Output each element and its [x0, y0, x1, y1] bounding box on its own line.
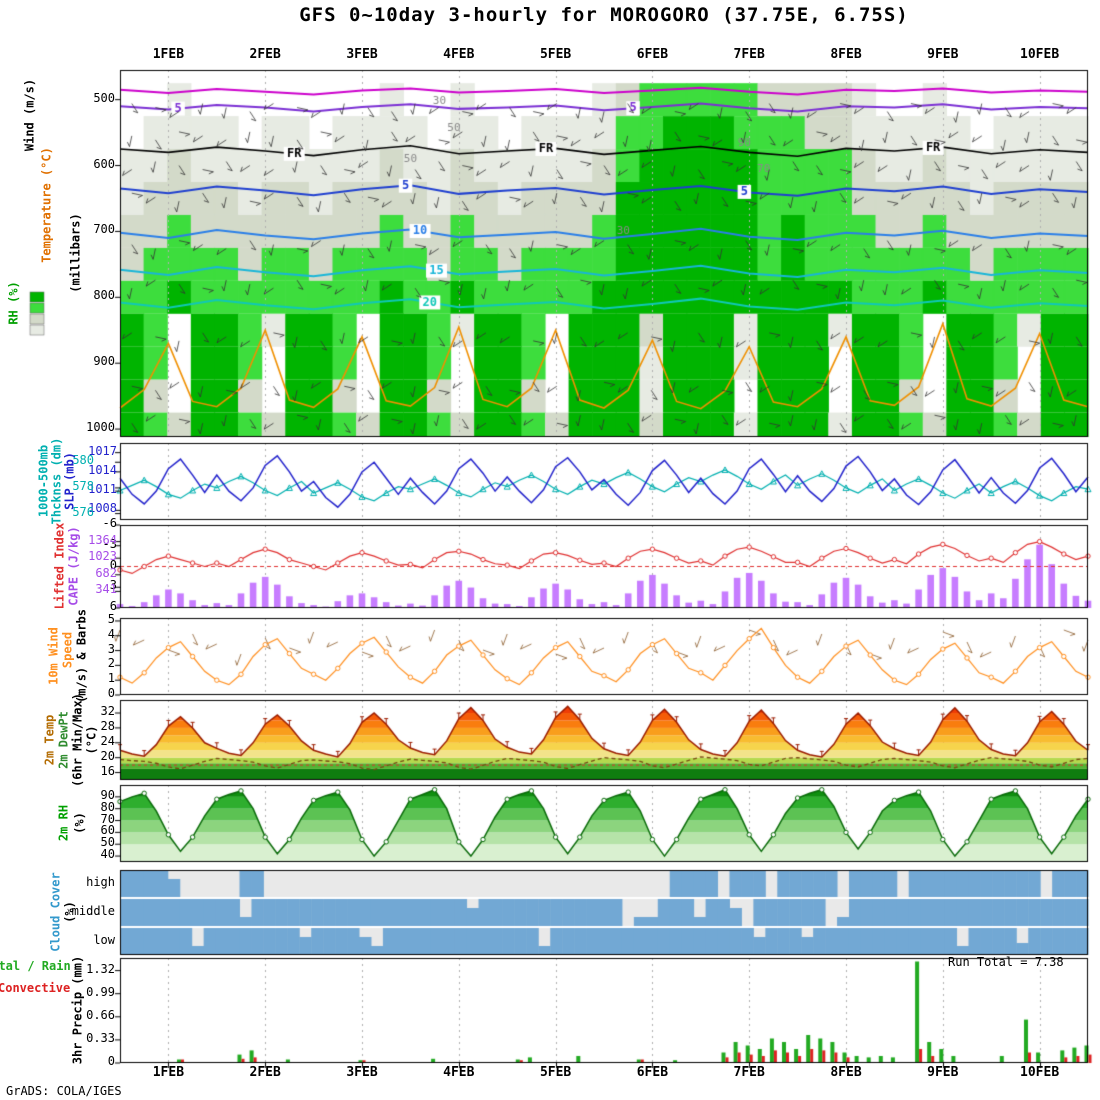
- panel-side-label: 3hr Precip (mm): [70, 955, 85, 1065]
- x-axis-day-label: 2FEB: [249, 47, 281, 62]
- cloud-row-label: low: [93, 932, 115, 947]
- lifted-index-tick-label: -6: [102, 516, 117, 530]
- run-total-label: Run Total = 7.38: [948, 955, 1064, 969]
- panel-side-label: Cloud Cover: [48, 872, 63, 952]
- x-axis-day-label: 7FEB: [733, 47, 765, 62]
- panel-side-label: Speed: [60, 631, 75, 669]
- panel-side-label: 2m DewPt: [56, 711, 71, 769]
- precip-tick-label: 0.33: [86, 1030, 115, 1045]
- lifted-index-tick-label: 3: [109, 578, 117, 593]
- pressure-tick-label: 500: [93, 90, 115, 105]
- panel-side-label: Wind (m/s): [22, 78, 37, 152]
- temp-tick-label: 24: [100, 733, 115, 748]
- wind-tick-label: 1: [107, 671, 115, 686]
- cape-tick-label: 1023: [88, 549, 117, 564]
- grads-credit: GrADS: COLA/IGES: [6, 1084, 122, 1098]
- x-axis-day-label: 7FEB: [733, 1065, 765, 1080]
- cape-tick-label: 341: [95, 582, 117, 597]
- lifted-index-tick-label: -3: [102, 536, 117, 551]
- x-axis-day-label: 1FEB: [152, 47, 185, 62]
- panel-side-label: (m/s) & Barbs: [74, 609, 89, 703]
- pressure-tick-label: 900: [93, 354, 115, 369]
- x-axis-day-label: 4FEB: [443, 1065, 475, 1080]
- precip-tick-label: 0.66: [86, 1007, 115, 1022]
- x-axis-day-label: 8FEB: [830, 1065, 862, 1080]
- panel-side-label: (millibars): [68, 213, 83, 293]
- x-axis-day-label: 10FEB: [1020, 1065, 1060, 1080]
- wind-tick-label: 5: [107, 611, 115, 626]
- panel-side-label: (°C): [84, 725, 99, 755]
- thickness-tick-label: 578: [72, 478, 94, 493]
- thickness-tick-label: 576: [72, 504, 94, 519]
- rh-tick-label: 40: [100, 847, 115, 862]
- panel-side-label: 2m RH: [56, 804, 71, 842]
- panel-side-label: (6hr Min/Max): [70, 693, 85, 787]
- precip-tick-label: 0.99: [86, 984, 115, 999]
- x-axis-day-label: 10FEB: [1020, 47, 1060, 62]
- x-axis-day-label: 4FEB: [443, 47, 475, 62]
- x-axis-day-label: 9FEB: [927, 1065, 959, 1080]
- pressure-tick-label: 600: [93, 156, 115, 171]
- wind-tick-label: 2: [107, 656, 115, 671]
- precip-tick-label: 1.32: [86, 961, 115, 976]
- panel-side-label: (%): [72, 812, 87, 834]
- pressure-tick-label: 700: [93, 222, 115, 237]
- slp-tick-label: 1017: [88, 443, 117, 458]
- wind-tick-label: 3: [107, 641, 115, 656]
- temp-tick-label: 28: [100, 718, 115, 733]
- rh-tick-label: 80: [100, 799, 115, 814]
- panel-side-label: Convective: [0, 981, 71, 995]
- rh-tick-label: 90: [100, 787, 115, 802]
- panel-side-label: SLP (mb): [62, 452, 77, 510]
- panel-side-label: RH (%): [6, 281, 21, 325]
- rh-tick-label: 70: [100, 811, 115, 826]
- panel-side-label: 2m Temp: [42, 714, 57, 766]
- x-axis-day-label: 1FEB: [152, 1065, 185, 1080]
- x-axis-day-label: 6FEB: [636, 47, 669, 62]
- x-axis-day-label: 5FEB: [539, 47, 572, 62]
- temp-tick-label: 32: [100, 704, 115, 719]
- cape-tick-label: 1364: [88, 532, 117, 547]
- cape-tick-label: 682: [95, 565, 117, 580]
- panel-side-label: CAPE (J/kg): [66, 526, 81, 606]
- cloud-row-label: middle: [71, 903, 115, 918]
- rh-tick-label: 50: [100, 835, 115, 850]
- wind-tick-label: 0: [107, 686, 115, 700]
- pressure-tick-label: 800: [93, 288, 115, 303]
- wind-tick-label: 4: [107, 626, 115, 641]
- temp-tick-label: 16: [100, 763, 115, 778]
- rh-tick-label: 60: [100, 823, 115, 838]
- x-axis-day-label: 6FEB: [636, 1065, 669, 1080]
- panel-side-label: 10m Wind: [46, 627, 61, 685]
- slp-tick-label: 1014: [88, 462, 117, 477]
- slp-tick-label: 1011: [88, 482, 117, 497]
- cloud-row-label: high: [86, 874, 115, 889]
- lifted-index-tick-label: 6: [109, 599, 117, 613]
- x-axis-day-label: 5FEB: [539, 1065, 572, 1080]
- slp-tick-label: 1008: [88, 501, 117, 516]
- x-axis-day-label: 8FEB: [830, 47, 862, 62]
- panel-side-label: Temperature (°C): [39, 147, 54, 263]
- precip-tick-label: 0: [107, 1054, 115, 1068]
- x-axis-day-label: 3FEB: [346, 1065, 378, 1080]
- temp-tick-label: 20: [100, 748, 115, 763]
- panel-side-label: Total / Rain: [0, 959, 71, 973]
- pressure-tick-label: 1000: [86, 420, 115, 435]
- x-axis-day-label: 2FEB: [249, 1065, 281, 1080]
- thickness-tick-label: 580: [72, 453, 94, 468]
- x-axis-day-label: 3FEB: [346, 47, 378, 62]
- panel-side-label: (%): [62, 901, 77, 923]
- panel-side-label: Lifted Index: [52, 522, 67, 610]
- chart-title: GFS 0~10day 3-hourly for MOROGORO (37.75…: [299, 4, 909, 26]
- lifted-index-tick-label: 0: [109, 557, 117, 572]
- x-axis-day-label: 9FEB: [927, 47, 959, 62]
